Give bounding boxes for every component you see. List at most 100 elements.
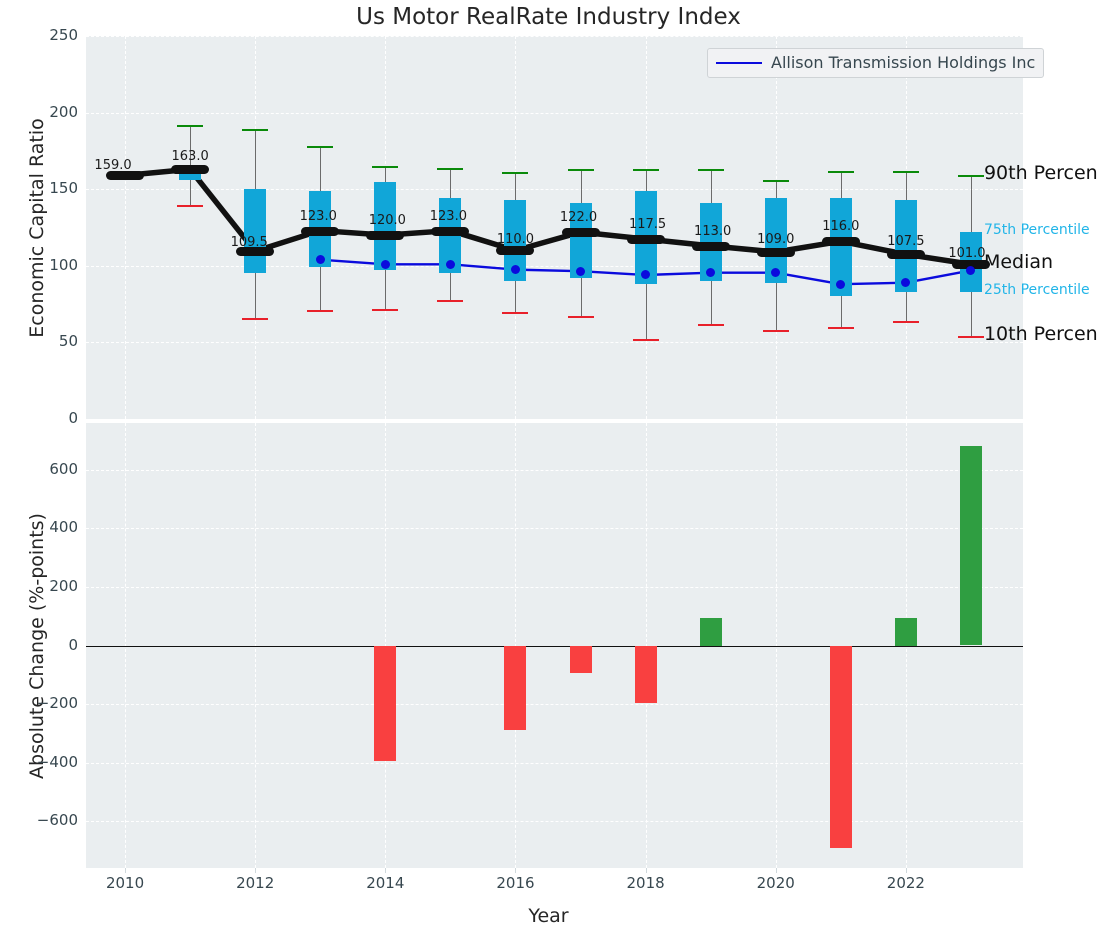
median-marker-2017: [561, 228, 600, 238]
cap-p90-2015: [437, 167, 464, 170]
ytick-bottom--200: −200: [36, 694, 78, 713]
median-value-label-2021: 116.0: [822, 219, 860, 235]
company-datapoint-2023: [966, 265, 976, 275]
ytick-bottom--600: −600: [36, 811, 78, 830]
cap-p90-2019: [697, 169, 724, 172]
change-bar-2019: [699, 617, 722, 646]
change-bar-2022: [894, 617, 917, 646]
ytick-top-0: 0: [68, 409, 78, 427]
box-iqr-2016: [504, 199, 527, 282]
legend-line-swatch: [716, 61, 762, 64]
xtickmark-2016: [515, 868, 517, 873]
box-iqr-2014: [374, 181, 397, 271]
median-marker-2013: [301, 226, 340, 236]
box-iqr-2021: [829, 198, 852, 297]
xtick-2022: 2022: [886, 874, 925, 892]
xtickmark-2012: [255, 868, 257, 873]
cap-p10-2019: [697, 324, 724, 327]
median-value-label-2014: 120.0: [368, 213, 406, 229]
cap-p10-2021: [827, 327, 854, 330]
median-marker-2022: [886, 250, 925, 260]
median-value-label-2019: 113.0: [694, 223, 732, 239]
cap-p10-2013: [307, 310, 334, 313]
cap-p10-2016: [502, 311, 529, 314]
cap-p90-2013: [307, 146, 334, 149]
xtick-2020: 2020: [756, 874, 795, 892]
chart-legend[interactable]: Allison Transmission Holdings Inc: [707, 48, 1045, 78]
cap-p90-2022: [892, 170, 919, 173]
median-marker-2014: [366, 231, 405, 241]
ytick-top-50: 50: [58, 332, 78, 351]
change-bar-2016: [504, 645, 527, 731]
company-datapoint-2014: [380, 259, 390, 269]
ytick-top-250: 250: [49, 26, 78, 44]
company-datapoint-2022: [901, 278, 911, 288]
cap-p10-2011: [177, 204, 204, 207]
median-marker-2011: [171, 165, 210, 175]
median-value-label-2013: 123.0: [299, 208, 337, 224]
box-iqr-2022: [894, 199, 917, 292]
cap-p10-2014: [372, 308, 399, 311]
annotation-75th-percentile: 75th Percentile: [983, 222, 1090, 239]
median-marker-2020: [756, 248, 795, 257]
ytick-bottom-200: 200: [49, 576, 78, 595]
whisker-line-2011: [190, 124, 192, 205]
ytick-top-100: 100: [49, 255, 78, 274]
change-bar-2023: [959, 446, 982, 646]
gridline-horizontal: [86, 704, 1023, 706]
gridline-horizontal: [86, 469, 1023, 471]
cap-p10-2015: [437, 299, 464, 302]
company-datapoint-2015: [445, 259, 455, 269]
median-marker-2016: [496, 246, 535, 256]
change-bar-2014: [374, 645, 397, 762]
company-datapoint-2016: [510, 265, 520, 275]
median-value-label-2011: 163.0: [171, 149, 209, 165]
gridline-horizontal: [86, 36, 1023, 37]
panel-economic-capital-ratio: [86, 36, 1023, 420]
gridline-horizontal: [86, 265, 1023, 267]
ylabel-absolute-change: Absolute Change (%-points): [26, 512, 48, 779]
cap-p90-2023: [957, 175, 984, 178]
company-datapoint-2020: [771, 268, 781, 278]
ytick-top-200: 200: [49, 102, 78, 121]
cap-p90-2016: [502, 172, 529, 175]
cap-p90-2018: [632, 169, 659, 172]
company-datapoint-2017: [576, 266, 586, 276]
median-value-label-2016: 110.0: [496, 232, 535, 248]
cap-p10-2012: [242, 317, 269, 320]
xtickmark-2018: [645, 868, 647, 873]
xlabel-year: Year: [528, 905, 569, 927]
cap-p10-2020: [762, 330, 789, 333]
median-value-label-2022: 107.5: [887, 234, 925, 250]
annotation-25th-percentile: 25th Percentile: [983, 281, 1090, 298]
cap-p10-2022: [892, 320, 919, 323]
box-iqr-2017: [569, 202, 592, 279]
xtick-2010: 2010: [105, 874, 145, 892]
cap-p90-2014: [372, 166, 399, 169]
gridline-horizontal: [86, 189, 1023, 191]
chart-title: Us Motor RealRate Industry Index: [356, 4, 741, 30]
cap-p90-2017: [567, 169, 594, 172]
cap-p90-2012: [242, 129, 269, 132]
cap-p90-2020: [762, 180, 789, 182]
median-value-label-2017: 122.0: [559, 210, 598, 226]
panel-absolute-change: [86, 423, 1023, 868]
annotation-90th-percentile: 90th Percentile: [983, 162, 1097, 185]
median-value-label-2010: 159.0: [94, 158, 132, 174]
xtick-2018: 2018: [626, 874, 665, 892]
median-value-label-2012: 109.5: [230, 235, 268, 251]
ytick-top-150: 150: [49, 179, 78, 198]
gridline-horizontal: [86, 342, 1023, 344]
gridline-vertical: [125, 36, 127, 419]
annotation-median: Median: [983, 251, 1054, 274]
median-marker-2010: [106, 171, 145, 181]
xtickmark-2020: [775, 868, 777, 873]
gridline-horizontal: [86, 419, 1023, 420]
change-bar-2021: [829, 645, 852, 848]
gridline-horizontal: [86, 586, 1023, 588]
change-bar-2017: [569, 645, 592, 674]
company-datapoint-2018: [641, 270, 651, 280]
cap-p90-2011: [177, 124, 204, 127]
cap-p10-2017: [567, 316, 594, 319]
annotation-10th-percentile: 10th Percentile: [983, 323, 1097, 346]
